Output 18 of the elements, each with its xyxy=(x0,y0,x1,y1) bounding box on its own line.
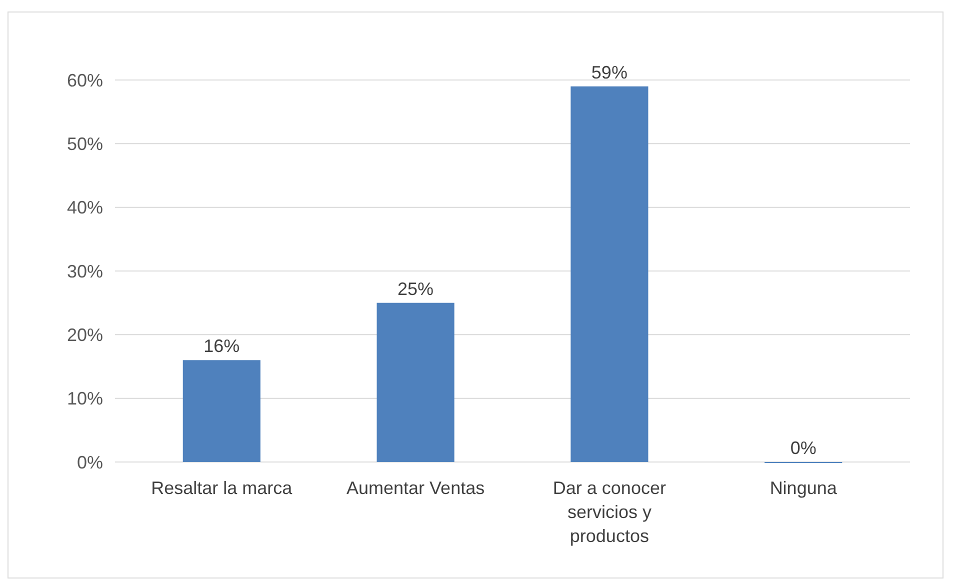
x-tick-label: Dar a conocer servicios y productos xyxy=(552,478,666,546)
y-tick-label: 40% xyxy=(66,198,103,218)
y-tick-label: 20% xyxy=(66,324,103,345)
data-label: 59% xyxy=(591,62,628,82)
data-label: 25% xyxy=(398,278,434,299)
bar xyxy=(182,360,260,462)
y-tick-label: 50% xyxy=(66,134,103,154)
y-tick-label: 0% xyxy=(76,452,103,472)
data-label: 16% xyxy=(204,336,240,356)
data-label: 0% xyxy=(790,438,816,458)
y-tick-label: 60% xyxy=(66,70,103,90)
x-tick-label: Aumentar Ventas xyxy=(346,478,485,498)
bar xyxy=(570,86,648,462)
y-tick-label: 30% xyxy=(66,261,103,282)
x-tick-label: Ninguna xyxy=(770,478,838,498)
bar xyxy=(376,302,454,462)
x-tick-label: Resaltar la marca xyxy=(151,478,294,498)
y-tick-label: 10% xyxy=(66,388,103,409)
